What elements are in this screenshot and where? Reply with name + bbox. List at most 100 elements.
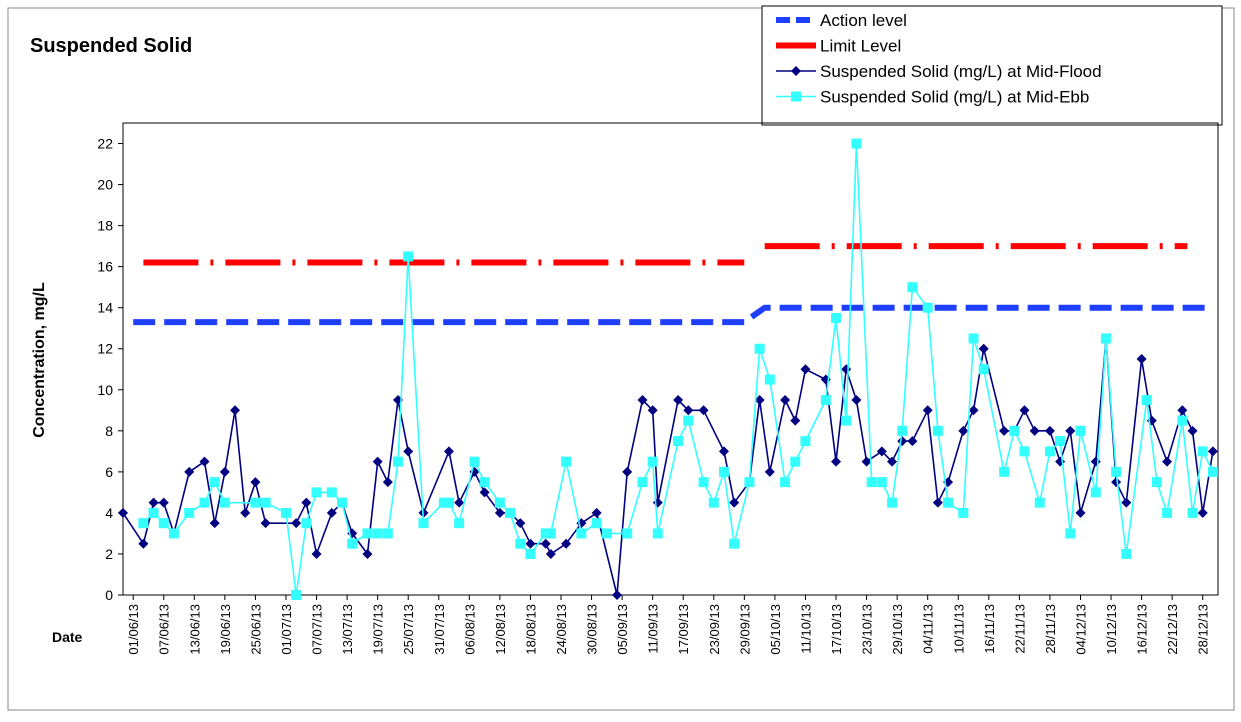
marker-square — [148, 507, 159, 518]
marker-diamond — [540, 538, 551, 549]
x-tick-label: 10/11/13 — [951, 604, 966, 654]
marker-square — [698, 477, 709, 488]
y-tick-label: 10 — [97, 382, 113, 398]
marker-diamond — [861, 456, 872, 467]
x-tick-label: 06/08/13 — [462, 604, 477, 655]
legend-label: Action level — [820, 11, 907, 30]
marker-square — [800, 436, 811, 447]
marker-square — [311, 487, 322, 498]
x-tick-label: 24/08/13 — [554, 604, 569, 655]
marker-square — [851, 138, 862, 149]
marker-square — [922, 302, 933, 313]
marker-diamond — [1177, 405, 1188, 416]
marker-square — [637, 477, 648, 488]
marker-square — [1207, 466, 1218, 477]
marker-square — [718, 466, 729, 477]
marker-square — [1009, 425, 1020, 436]
x-tick-label: 25/06/13 — [248, 604, 263, 655]
marker-square — [260, 497, 271, 508]
marker-diamond — [780, 395, 791, 406]
marker-diamond — [907, 436, 918, 447]
marker-diamond — [199, 456, 210, 467]
series-line — [142, 142, 1214, 596]
marker-square — [505, 507, 516, 518]
marker-square — [652, 528, 663, 539]
marker-diamond — [922, 405, 933, 416]
marker-diamond — [1065, 425, 1076, 436]
x-tick-label: 16/11/13 — [982, 604, 997, 654]
marker-square — [362, 528, 373, 539]
marker-diamond — [1044, 425, 1055, 436]
marker-diamond — [791, 66, 801, 76]
series-line — [133, 304, 1208, 326]
marker-square — [199, 497, 210, 508]
y-tick-label: 6 — [105, 464, 113, 480]
x-tick-label: 11/10/13 — [798, 604, 813, 654]
x-tick-label: 12/08/13 — [493, 604, 508, 655]
marker-square — [764, 374, 775, 385]
marker-square — [1162, 507, 1173, 518]
marker-square — [454, 518, 465, 529]
marker-square — [1019, 446, 1030, 457]
x-tick-label: 01/07/13 — [279, 604, 294, 655]
marker-diamond — [729, 497, 740, 508]
marker-diamond — [647, 405, 658, 416]
marker-diamond — [326, 507, 337, 518]
marker-diamond — [968, 405, 979, 416]
marker-square — [372, 528, 383, 539]
x-tick-label: 17/09/13 — [676, 604, 691, 655]
marker-diamond — [479, 487, 490, 498]
marker-square — [1187, 507, 1198, 518]
series-line — [122, 337, 1214, 596]
y-tick-label: 4 — [105, 505, 113, 521]
marker-square — [347, 538, 358, 549]
marker-square — [138, 518, 149, 529]
x-tick-label: 18/08/13 — [523, 604, 538, 655]
x-tick-label: 30/08/13 — [585, 604, 600, 655]
marker-square — [515, 538, 526, 549]
marker-square — [744, 477, 755, 488]
x-tick-label: 07/06/13 — [157, 604, 172, 655]
marker-diamond — [545, 548, 556, 559]
marker-square — [683, 415, 694, 426]
marker-square — [932, 425, 943, 436]
marker-square — [158, 518, 169, 529]
marker-square — [219, 497, 230, 508]
marker-square — [561, 456, 572, 467]
x-tick-label: 29/10/13 — [890, 604, 905, 655]
marker-diamond — [525, 538, 536, 549]
x-tick-label: 23/09/13 — [707, 604, 722, 655]
x-tick-label: 10/12/13 — [1104, 604, 1119, 655]
marker-square — [831, 312, 842, 323]
marker-square — [999, 466, 1010, 477]
plot-area — [122, 122, 1219, 596]
marker-diamond — [637, 395, 648, 406]
marker-square — [418, 518, 429, 529]
marker-square — [393, 456, 404, 467]
y-tick-label: 18 — [97, 218, 113, 234]
y-tick-label: 8 — [105, 423, 113, 439]
marker-square — [754, 343, 765, 354]
x-tick-label: 04/12/13 — [1073, 604, 1088, 655]
x-tick-label: 31/07/13 — [432, 604, 447, 655]
marker-square — [1151, 477, 1162, 488]
marker-square — [622, 528, 633, 539]
marker-diamond — [138, 538, 149, 549]
marker-square — [1100, 333, 1111, 344]
x-tick-label: 16/12/13 — [1135, 604, 1150, 655]
legend-label: Suspended Solid (mg/L) at Mid-Ebb — [820, 88, 1089, 107]
marker-diamond — [118, 507, 128, 518]
legend-box — [761, 5, 1223, 126]
marker-diamond — [1162, 456, 1173, 467]
marker-square — [968, 333, 979, 344]
marker-square — [841, 415, 852, 426]
marker-diamond — [291, 518, 302, 529]
x-axis-label: Date — [52, 629, 83, 645]
marker-diamond — [887, 456, 898, 467]
x-tick-label: 11/09/13 — [646, 604, 661, 654]
marker-square — [820, 395, 831, 406]
marker-diamond — [382, 477, 393, 488]
marker-diamond — [372, 456, 383, 467]
